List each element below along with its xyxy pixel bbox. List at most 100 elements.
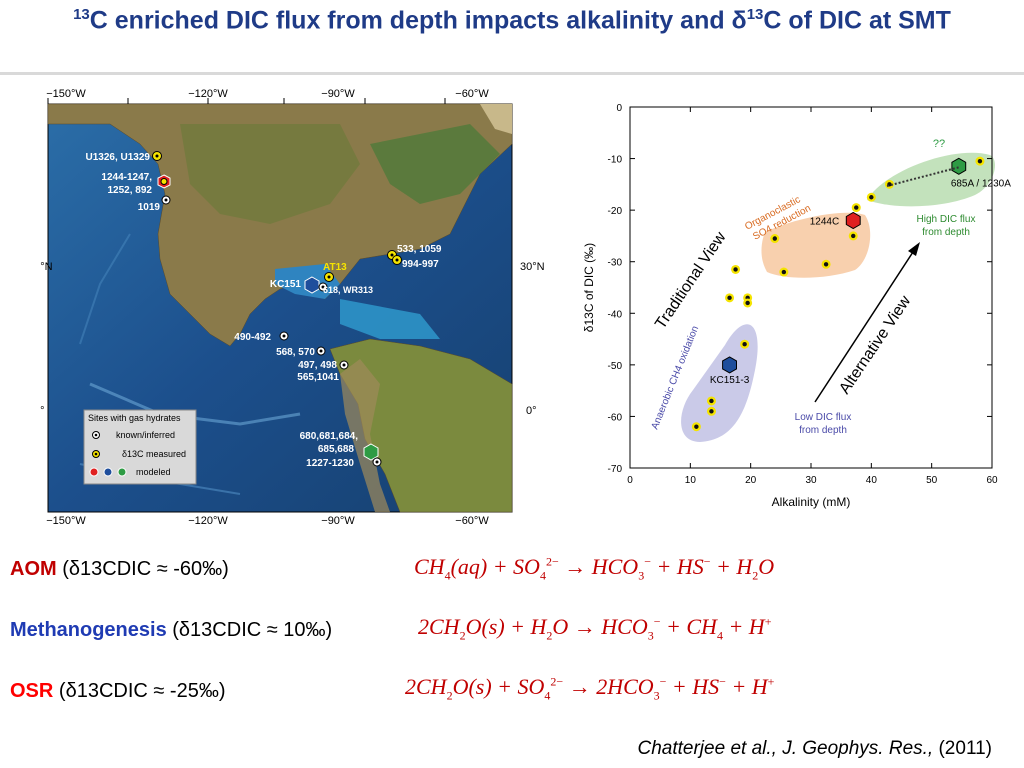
page-title: 13C enriched DIC flux from depth impacts… [73, 6, 951, 35]
data-point-core [733, 267, 738, 272]
lon-label-top: −120°W [188, 88, 228, 100]
site-marker-modeled [304, 276, 320, 294]
legend-item: modeled [136, 467, 171, 477]
lon-label-bottom: −90°W [321, 515, 355, 526]
legend-item: known/inferred [116, 430, 175, 440]
data-point-core [823, 262, 829, 267]
aom-equation: CH4(aq) + SO42− → HCO3− + HS− + H2O [414, 554, 775, 583]
lon-label-top: −150°W [46, 88, 86, 100]
lat-label-right: 30°N [520, 261, 545, 273]
y-tick-label: -10 [608, 155, 623, 166]
lat-label-left: 30°N [40, 261, 53, 273]
data-point-core [709, 409, 714, 414]
methanogenesis-value: (δ13CDIC ≈ 10‰) [172, 619, 333, 641]
y-tick-label: 0 [616, 103, 622, 114]
aom-region [681, 324, 758, 442]
site-label: 533, 1059 [397, 244, 442, 255]
data-point-core [709, 398, 714, 404]
lon-label-bottom: −120°W [188, 515, 228, 526]
map-legend: Sites with gas hydrates known/inferred δ… [83, 409, 197, 485]
site-label: 1227-1230 [306, 458, 354, 469]
site-label: 685,688 [318, 444, 355, 455]
site-label: 1252, 892 [108, 185, 153, 196]
data-point-core [772, 236, 777, 241]
osr-name: OSR [10, 680, 54, 702]
modeled-site-marker [951, 157, 967, 175]
osr-region [761, 212, 871, 278]
lon-label-top: −60°W [455, 88, 489, 100]
citation: Chatterjee et al., J. Geophys. Res., (20… [637, 738, 993, 759]
site-marker-modeled [363, 443, 379, 461]
modeled-site-label: 1244C [810, 216, 839, 227]
low-dic-label: Low DIC flux [795, 412, 852, 423]
site-label: 1019 [138, 202, 161, 213]
modeled-site-marker [722, 356, 737, 374]
data-point-core [745, 300, 750, 306]
high-dic-label: from depth [922, 227, 970, 238]
osr-row: OSR (δ13CDIC ≈ -25‰) [10, 680, 226, 703]
data-point-core [854, 205, 859, 210]
modeled-site-marker [845, 211, 861, 230]
lat-label-right: 0° [526, 405, 537, 417]
x-axis-label: Alkalinity (mM) [772, 495, 851, 509]
x-tick-label: 20 [745, 475, 757, 486]
arrow-head [908, 242, 920, 256]
modeled-site-label: KC151-3 [710, 375, 750, 386]
site-label: 1244-1247, [101, 172, 152, 183]
x-tick-label: 0 [627, 475, 633, 486]
data-point-core [869, 195, 874, 200]
methanogenesis-equation: 2CH2O(s) + H2O → HCO3− + CH4 + H+ [418, 614, 772, 643]
x-tick-label: 60 [986, 475, 998, 486]
site-label: 680,681,684, [300, 431, 359, 442]
lat-label-left: 0° [40, 405, 45, 417]
y-tick-label: -70 [608, 464, 623, 475]
methanogenesis-row: Methanogenesis (δ13CDIC ≈ 10‰) [10, 619, 332, 642]
y-tick-label: -30 [608, 258, 623, 269]
data-point-core [694, 424, 699, 429]
lon-label-bottom: −150°W [46, 515, 86, 526]
traditional-view-label: Traditional View [652, 229, 730, 333]
methanogenesis-name: Methanogenesis [10, 619, 167, 641]
data-point-core [851, 233, 856, 239]
site-label: 490-492 [234, 332, 271, 343]
site-label: 565,1041 [297, 372, 339, 383]
legend-title: Sites with gas hydrates [88, 413, 181, 423]
low-dic-label: from depth [799, 425, 847, 436]
alkalinity-d13c-chart: 0 10 20 30 40 50 60 0 -10 -20 -30 -40 -50 -60 -70 Alkal… [575, 90, 1015, 520]
y-axis-label: δ13C of DIC (‰) [582, 243, 596, 332]
legend-item: δ13C measured [122, 449, 186, 459]
y-tick-label: -40 [608, 309, 623, 320]
site-label: 568, 570 [276, 347, 315, 358]
osr-value: (δ13CDIC ≈ -25‰) [58, 680, 226, 702]
y-tick-label: -60 [608, 412, 623, 423]
y-tick-label: -20 [608, 206, 623, 217]
dotted-trend [886, 166, 961, 187]
aom-value: (δ13CDIC ≈ -60‰) [62, 558, 229, 580]
alternative-view-arrow [814, 251, 914, 403]
site-label: 497, 498 [298, 360, 337, 371]
site-markers [152, 151, 402, 467]
site-label: 618, WR313 [323, 285, 373, 295]
site-label: AT13 [323, 262, 347, 273]
data-point-core [727, 295, 732, 301]
title-divider [0, 72, 1024, 75]
aom-name: AOM [10, 558, 57, 580]
site-label: KC151 [270, 279, 302, 290]
x-tick-label: 40 [866, 475, 878, 486]
data-point-core [742, 342, 747, 347]
x-tick-label: 30 [805, 475, 817, 486]
bathymetry-map: −150°W −120°W −90°W −60°W −150°W −120°W … [28, 84, 550, 527]
data-point-core [977, 158, 983, 164]
modeled-site-label: 685A / 1230A [951, 178, 1011, 189]
x-tick-label: 50 [926, 475, 938, 486]
site-label: U1326, U1329 [86, 152, 151, 163]
site-label: 994-997 [402, 259, 439, 270]
high-dic-label: High DIC flux [917, 214, 976, 225]
x-tick-label: 10 [685, 475, 697, 486]
osr-equation: 2CH2O(s) + SO42− → 2HCO3− + HS− + H+ [405, 674, 775, 703]
y-tick-label: -50 [608, 361, 623, 372]
lon-label-top: −90°W [321, 88, 355, 100]
lon-label-bottom: −60°W [455, 515, 489, 526]
question-marks: ?? [933, 138, 945, 150]
data-point-core [781, 269, 787, 275]
